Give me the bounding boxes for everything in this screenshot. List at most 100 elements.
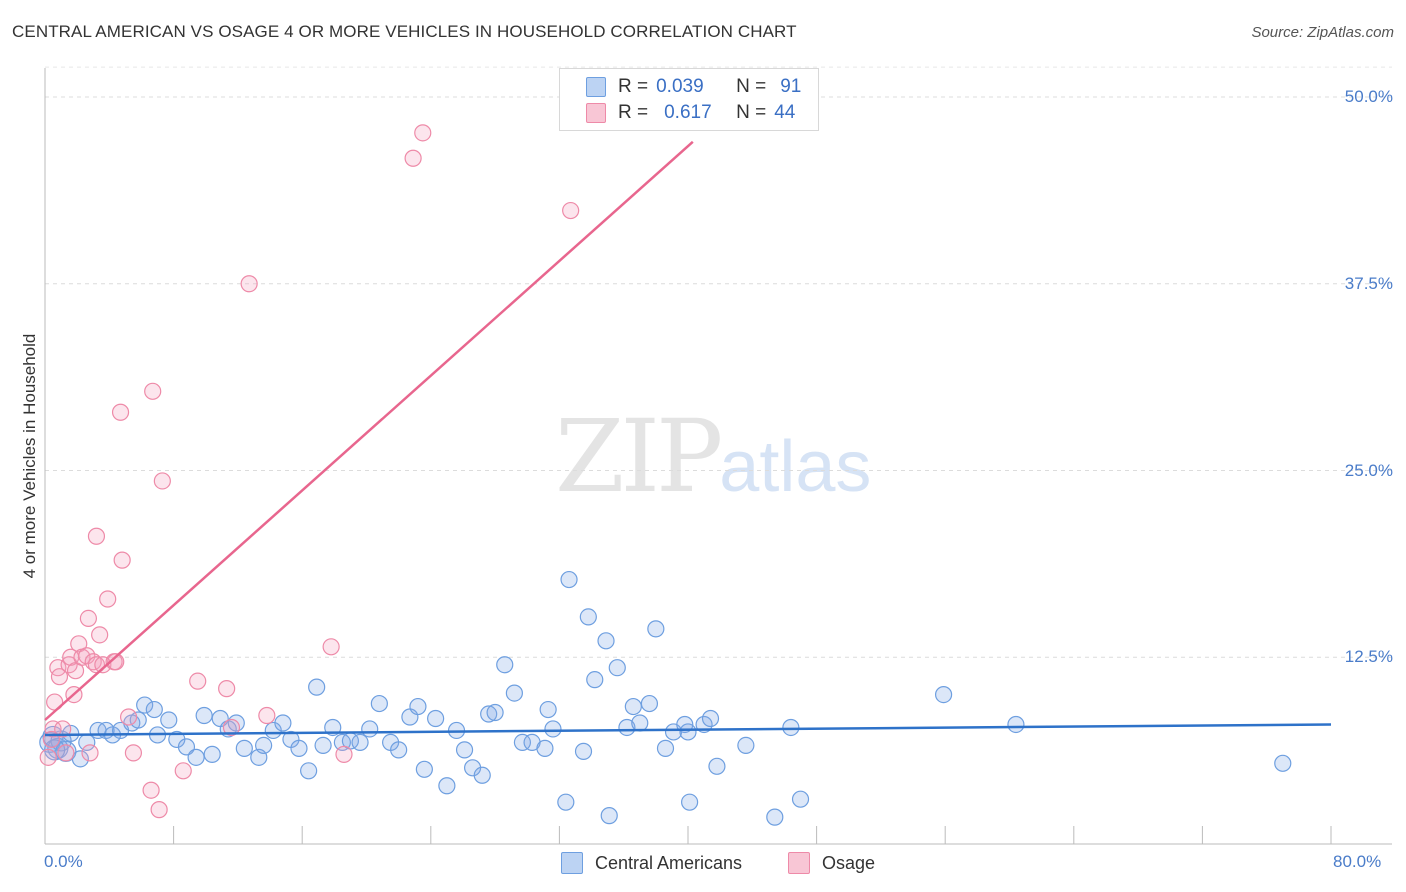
bottom-legend-blue-label: Central Americans: [595, 852, 743, 873]
point-blue-75: [656, 739, 675, 757]
point-blue-62: [557, 793, 575, 811]
point-blue-20: [187, 748, 205, 766]
point-pink-15: [79, 609, 98, 628]
point-blue-41: [370, 694, 388, 713]
point-pink-25: [113, 551, 131, 569]
point-blue-14: [136, 696, 154, 714]
point-blue-81: [701, 709, 720, 728]
point-blue-21: [195, 706, 213, 725]
point-pink-6: [57, 744, 75, 762]
point-pink-38: [322, 638, 340, 656]
point-blue-68: [600, 807, 618, 825]
correlation-legend: R = 0.039 N = 91 R = 0.617 N = 44: [559, 68, 819, 131]
point-pink-34: [218, 680, 236, 698]
point-pink-0: [39, 748, 57, 766]
point-blue-35: [314, 736, 332, 754]
point-pink-39: [335, 745, 353, 763]
source-label: Source: ZipAtlas.com: [1251, 24, 1394, 41]
point-blue-43: [390, 741, 408, 759]
bottom-legend-pink[interactable]: Osage: [788, 852, 875, 874]
legend-pink-n-value: 44: [774, 102, 796, 123]
point-pink-35: [222, 718, 241, 737]
point-pink-41: [414, 124, 432, 142]
point-blue-53: [480, 705, 498, 723]
legend-pink-r-label: R =: [618, 102, 649, 123]
point-blue-34: [308, 678, 326, 696]
point-blue-56: [505, 684, 523, 702]
point-pink-28: [142, 781, 160, 799]
point-blue-32: [290, 739, 308, 757]
point-blue-87: [934, 685, 953, 704]
watermark-atlas: atlas: [719, 427, 872, 507]
point-blue-30: [274, 714, 292, 732]
bottom-legend-swatch-pink: [788, 852, 810, 874]
legend-blue-n-value: 91: [780, 76, 802, 97]
point-blue-66: [586, 671, 604, 689]
point-blue-28: [255, 736, 273, 754]
point-blue-63: [560, 570, 578, 589]
trend-line-blue: [44, 723, 1332, 737]
point-blue-64: [574, 742, 593, 760]
legend-blue-r-label: R =: [618, 76, 649, 97]
point-pink-42: [562, 201, 580, 220]
y-tick-label-1: 25.0%: [1344, 460, 1393, 480]
point-blue-17: [160, 711, 178, 729]
point-pink-32: [174, 762, 192, 780]
legend-pink-n-label: N =: [736, 102, 767, 123]
point-blue-60: [539, 700, 557, 719]
point-blue-82: [708, 757, 726, 775]
point-blue-71: [624, 697, 642, 716]
point-blue-69: [608, 659, 626, 677]
point-blue-85: [782, 718, 800, 737]
point-blue-55: [496, 656, 514, 674]
point-blue-89: [1274, 754, 1292, 772]
bottom-legend-swatch-blue: [561, 852, 583, 874]
legend-swatch-pink: [586, 103, 606, 123]
point-blue-73: [640, 694, 659, 713]
point-blue-79: [681, 793, 699, 811]
point-blue-65: [579, 608, 597, 626]
point-pink-33: [189, 672, 207, 690]
point-blue-61: [544, 720, 562, 738]
point-blue-47: [427, 709, 445, 728]
point-pink-23: [107, 653, 125, 671]
bottom-legend-blue[interactable]: Central Americans: [561, 852, 742, 874]
y-tick-label-0: 12.5%: [1344, 647, 1393, 667]
point-blue-33: [300, 762, 318, 780]
point-pink-11: [70, 635, 88, 653]
point-pink-14: [81, 744, 99, 762]
legend-row-blue: R = 0.039 N = 91: [586, 75, 801, 99]
point-pink-36: [240, 275, 258, 293]
point-blue-22: [203, 745, 221, 763]
legend-row-pink: R = 0.617 N = 44: [586, 101, 795, 125]
legend-swatch-blue: [586, 77, 606, 97]
point-blue-84: [766, 808, 784, 826]
y-tick-label-3: 50.0%: [1344, 87, 1393, 106]
point-blue-46: [415, 760, 433, 778]
point-blue-78: [679, 723, 697, 741]
watermark: ZIPatlas: [555, 398, 871, 515]
point-blue-54: [486, 703, 504, 722]
watermark-zip: ZIP: [555, 398, 723, 515]
point-blue-39: [351, 733, 369, 752]
point-blue-72: [631, 714, 649, 732]
point-blue-26: [235, 739, 253, 757]
point-pink-20: [94, 656, 112, 674]
point-blue-59: [536, 739, 554, 757]
point-blue-48: [438, 777, 456, 795]
point-blue-13: [129, 711, 147, 729]
point-blue-88: [1007, 715, 1025, 734]
legend-pink-r-value: 0.617: [664, 102, 712, 123]
trend-line-pink: [44, 140, 694, 721]
point-pink-4: [50, 668, 69, 686]
point-pink-5: [54, 720, 72, 738]
point-pink-21: [99, 590, 117, 608]
point-pink-37: [258, 706, 276, 725]
point-blue-6: [71, 750, 89, 768]
point-blue-67: [597, 632, 615, 650]
legend-blue-r-value: 0.039: [656, 76, 704, 97]
x-tick-max: 80.0%: [1333, 852, 1382, 871]
point-blue-15: [145, 700, 163, 719]
point-blue-45: [409, 697, 427, 716]
